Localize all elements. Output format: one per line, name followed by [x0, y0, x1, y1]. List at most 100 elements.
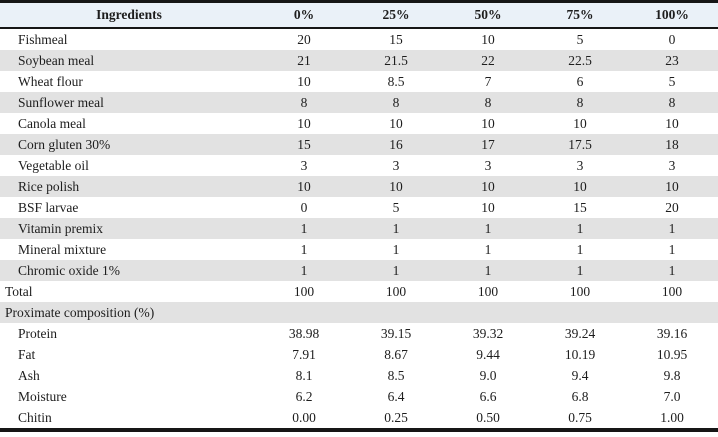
table-row: Vitamin premix 1 1 1 1 1	[0, 218, 718, 239]
table-row: Sunflower meal 8 8 8 8 8	[0, 92, 718, 113]
row-value: 100	[293, 283, 315, 299]
row-value: 6	[576, 73, 584, 89]
row-value: 20	[297, 31, 311, 47]
row-value: 9.8	[663, 367, 681, 383]
row-value	[442, 302, 534, 323]
row-label: Mineral mixture	[18, 241, 107, 257]
row-value: 0.50	[476, 409, 500, 425]
table-row: Fishmeal 20 15 10 5 0	[0, 29, 718, 50]
row-label: Ash	[18, 367, 40, 383]
table-row: Chromic oxide 1% 1 1 1 1 1	[0, 260, 718, 281]
row-value: 39.24	[564, 325, 596, 341]
row-label: Soybean meal	[18, 52, 95, 68]
row-value: 6.2	[295, 388, 313, 404]
row-value: 10	[665, 178, 679, 194]
row-value: 3	[392, 157, 400, 173]
row-value: 1	[300, 220, 308, 236]
row-value: 7	[484, 73, 492, 89]
table-row: Proximate composition (%)	[0, 302, 718, 323]
row-value: 15	[297, 136, 311, 152]
row-value: 20	[665, 199, 679, 215]
table-row: Total 100 100 100 100 100	[0, 281, 718, 302]
row-value: 1	[392, 262, 400, 278]
row-value: 38.98	[288, 325, 320, 341]
column-header: 50%	[474, 7, 502, 23]
row-label: Wheat flour	[18, 73, 83, 89]
row-value: 1	[576, 262, 584, 278]
row-value: 9.0	[479, 367, 497, 383]
row-value: 1	[300, 262, 308, 278]
row-label: Corn gluten 30%	[18, 136, 111, 152]
table-row: Protein 38.98 39.15 39.32 39.24 39.16	[0, 323, 718, 344]
row-value: 8	[576, 94, 584, 110]
row-value: 1	[668, 262, 676, 278]
row-value: 21.5	[384, 52, 408, 68]
row-label: Protein	[18, 325, 57, 341]
table-row: Wheat flour 10 8.5 7 6 5	[0, 71, 718, 92]
row-value: 10	[297, 115, 311, 131]
row-value	[258, 302, 350, 323]
row-value: 8	[392, 94, 400, 110]
row-label: Proximate composition (%)	[5, 304, 155, 320]
row-value: 6.6	[479, 388, 497, 404]
table-row: Soybean meal 21 21.5 22 22.5 23	[0, 50, 718, 71]
column-header-ingredients: Ingredients	[96, 7, 162, 23]
row-value: 1	[576, 220, 584, 236]
row-label: Vegetable oil	[18, 157, 89, 173]
table-row: Rice polish 10 10 10 10 10	[0, 176, 718, 197]
row-value: 17	[481, 136, 495, 152]
row-value: 100	[661, 283, 683, 299]
row-value: 10	[481, 199, 495, 215]
row-label: BSF larvae	[18, 199, 79, 215]
row-value: 22	[481, 52, 495, 68]
row-label: Canola meal	[18, 115, 86, 131]
row-value: 10.19	[564, 346, 596, 362]
row-value: 100	[477, 283, 499, 299]
row-value: 39.16	[656, 325, 688, 341]
table-row: Fat 7.91 8.67 9.44 10.19 10.95	[0, 344, 718, 365]
row-value: 0.75	[568, 409, 592, 425]
row-label: Vitamin premix	[18, 220, 104, 236]
row-value: 3	[668, 157, 676, 173]
table-body: Fishmeal 20 15 10 5 0 Soybean meal 21 21.5 22 2…	[0, 29, 718, 428]
row-value: 3	[300, 157, 308, 173]
row-value: 0	[300, 199, 308, 215]
row-value: 10.95	[656, 346, 688, 362]
row-value: 8	[668, 94, 676, 110]
row-value: 1	[668, 220, 676, 236]
row-value: 1	[484, 262, 492, 278]
row-value: 1	[484, 241, 492, 257]
table-header-row: Ingredients 0% 25% 50% 75% 100%	[0, 3, 718, 29]
row-value: 8.67	[384, 346, 408, 362]
row-value: 5	[392, 199, 400, 215]
row-value: 39.32	[472, 325, 504, 341]
row-value: 7.0	[663, 388, 681, 404]
row-value: 5	[576, 31, 584, 47]
row-value: 1	[484, 220, 492, 236]
row-value: 10	[481, 178, 495, 194]
row-value: 8.5	[387, 367, 405, 383]
row-value	[626, 302, 718, 323]
row-value: 22.5	[568, 52, 592, 68]
column-header: 0%	[293, 7, 315, 23]
row-value: 1	[300, 241, 308, 257]
row-label: Fishmeal	[18, 31, 68, 47]
row-label: Total	[5, 283, 33, 299]
row-value: 10	[573, 115, 587, 131]
row-value: 3	[576, 157, 584, 173]
row-label: Chromic oxide 1%	[18, 262, 120, 278]
row-value: 21	[297, 52, 311, 68]
row-value: 18	[665, 136, 679, 152]
row-value: 8	[484, 94, 492, 110]
table-row: Mineral mixture 1 1 1 1 1	[0, 239, 718, 260]
row-label: Moisture	[18, 388, 67, 404]
table-row: Corn gluten 30% 15 16 17 17.5 18	[0, 134, 718, 155]
row-value: 1	[392, 241, 400, 257]
table-row: Canola meal 10 10 10 10 10	[0, 113, 718, 134]
table-row: BSF larvae 0 5 10 15 20	[0, 197, 718, 218]
row-value: 1	[668, 241, 676, 257]
row-value: 9.4	[571, 367, 589, 383]
row-value: 6.4	[387, 388, 405, 404]
